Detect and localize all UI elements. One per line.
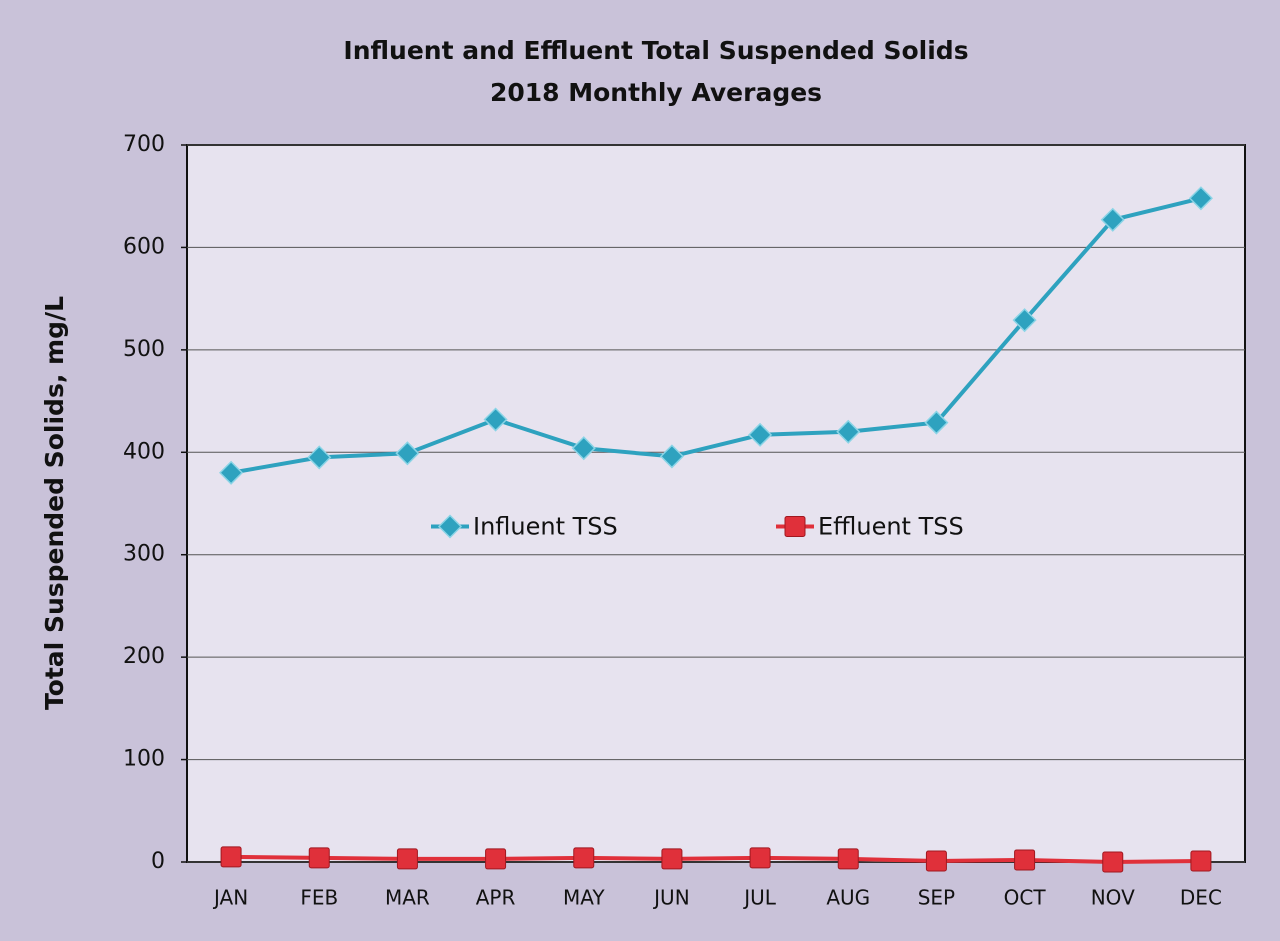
marker: [573, 847, 595, 869]
marker: [1100, 207, 1125, 232]
x-tick-label: SEP: [918, 886, 955, 910]
x-tick-label: MAY: [563, 886, 605, 910]
marker: [659, 444, 684, 469]
chart-title: Influent and Effluent Total Suspended So…: [343, 36, 968, 65]
marker: [220, 846, 242, 868]
x-tick-label: DEC: [1180, 886, 1222, 910]
marker: [837, 848, 859, 870]
marker: [1188, 186, 1213, 211]
marker: [925, 850, 947, 872]
marker: [1014, 849, 1036, 871]
y-tick-label: 0: [151, 849, 165, 874]
marker: [1190, 850, 1212, 872]
legend-label: Effluent TSS: [818, 513, 964, 541]
marker: [661, 848, 683, 870]
marker: [437, 514, 463, 539]
marker: [836, 419, 861, 444]
x-tick-label: JUL: [742, 886, 777, 910]
series-line: [230, 196, 1202, 475]
x-tick-label: NOV: [1091, 886, 1135, 910]
marker: [748, 422, 773, 447]
marker: [396, 848, 418, 870]
marker: [483, 407, 508, 432]
y-tick-label: 500: [123, 337, 165, 362]
marker: [1012, 308, 1037, 333]
marker: [219, 460, 244, 485]
y-tick-label: 400: [123, 439, 165, 464]
marker: [485, 848, 507, 870]
y-tick-label: 600: [123, 234, 165, 259]
marker: [308, 847, 330, 869]
marker: [1102, 851, 1124, 873]
y-tick-label: 200: [123, 644, 165, 669]
marker: [924, 410, 949, 435]
legend-label: Influent TSS: [473, 513, 618, 541]
marker: [571, 436, 596, 461]
y-tick-label: 300: [123, 542, 165, 567]
marker: [749, 847, 771, 869]
x-tick-label: JAN: [212, 886, 248, 910]
series-line: [231, 854, 1201, 865]
x-tick-label: OCT: [1004, 886, 1047, 910]
x-tick-label: AUG: [826, 886, 870, 910]
marker: [307, 445, 332, 470]
marker: [784, 516, 806, 537]
x-tick-label: JUN: [652, 886, 690, 910]
y-axis-label: Total Suspended Solids, mg/L: [40, 296, 69, 710]
x-tick-label: MAR: [385, 886, 430, 910]
marker: [395, 441, 420, 466]
x-tick-label: FEB: [300, 886, 338, 910]
chart-subtitle: 2018 Monthly Averages: [490, 78, 822, 107]
y-tick-label: 100: [123, 747, 165, 772]
plot-area: [186, 144, 1246, 863]
x-tick-label: APR: [476, 886, 516, 910]
y-tick-label: 700: [123, 132, 165, 157]
